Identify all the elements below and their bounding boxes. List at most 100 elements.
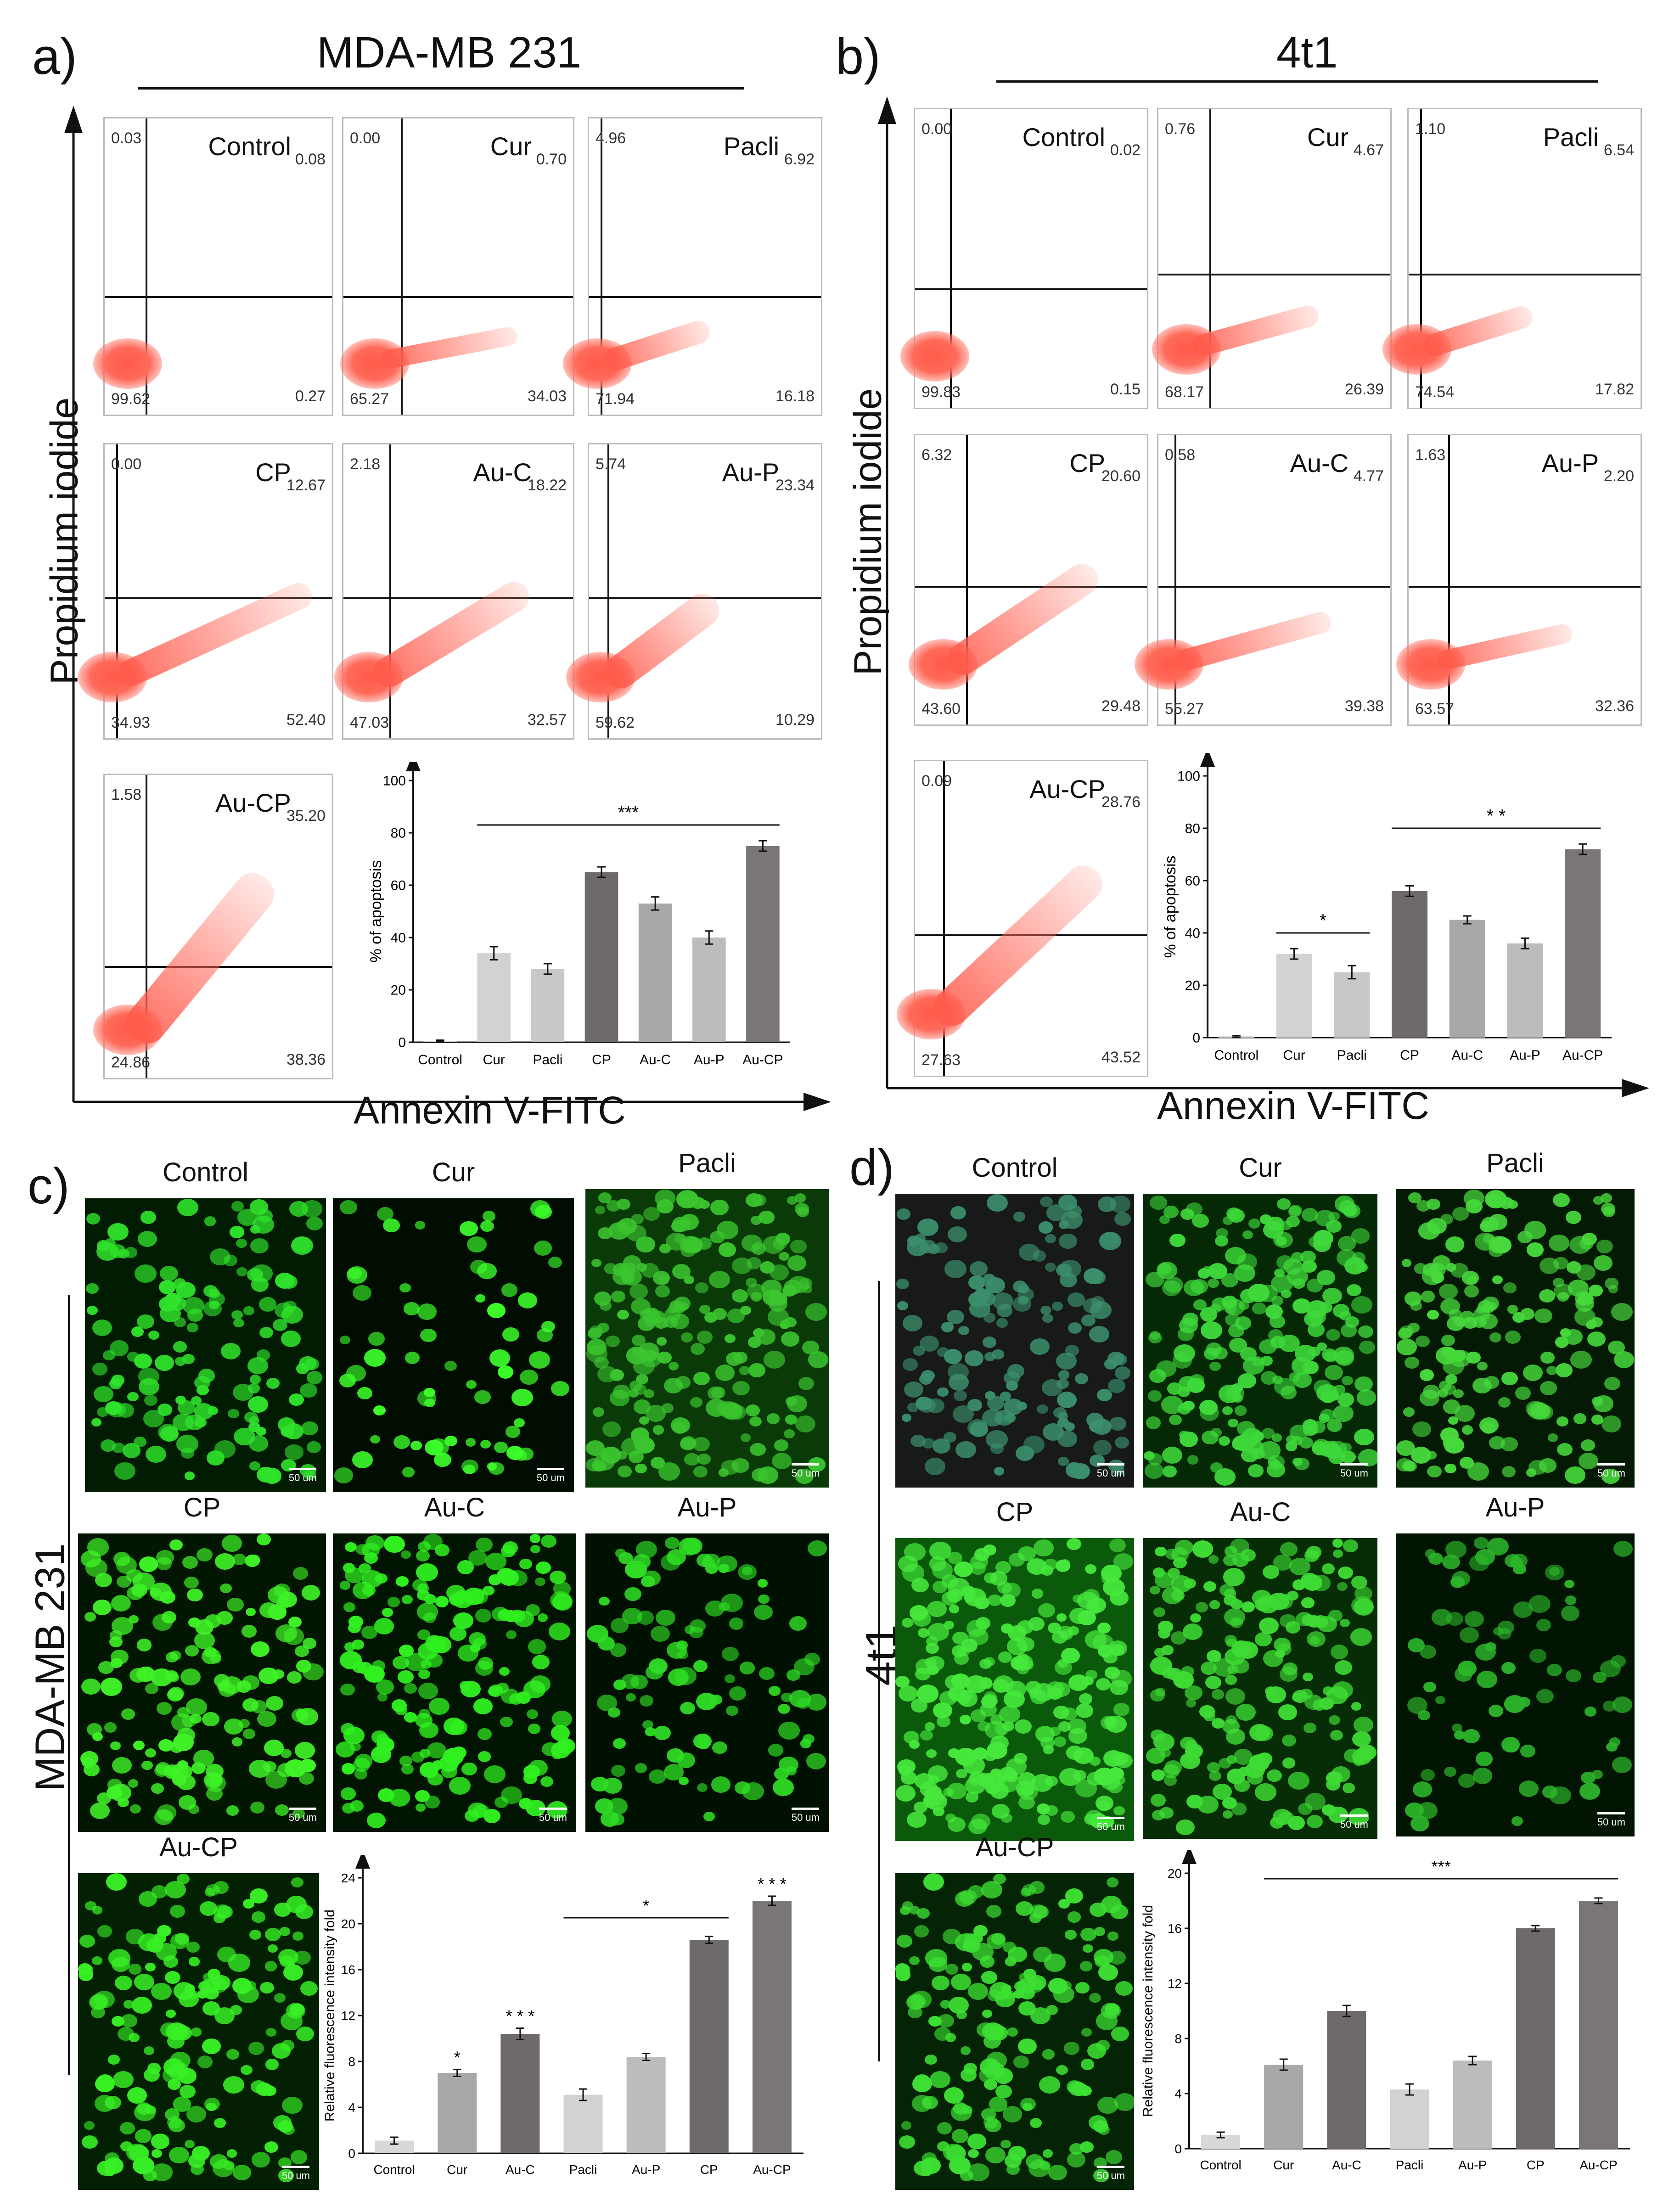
quadrant-hline [589, 296, 821, 298]
cell-nucleus [1224, 1303, 1237, 1314]
cell-nucleus [697, 1453, 711, 1465]
sample-name: Pacli [723, 132, 780, 161]
cell-nucleus [636, 1263, 647, 1272]
quadrant-ur-value: 12.67 [286, 477, 326, 494]
quadrant-ll-value: 74.54 [1415, 383, 1455, 401]
cell-nucleus [1552, 1193, 1570, 1207]
cell-nucleus [1264, 1686, 1276, 1696]
cell-nucleus [1513, 1601, 1533, 1618]
cell-nucleus [1593, 1671, 1607, 1683]
cell-nucleus [1002, 1583, 1021, 1598]
cell-nucleus [1199, 1705, 1215, 1718]
y-tick-label: 0 [348, 2146, 355, 2161]
cell-nucleus [156, 1557, 172, 1570]
cell-nucleus [256, 1533, 271, 1546]
cell-nucleus [206, 2102, 217, 2112]
cell-nucleus [1277, 1198, 1291, 1210]
quadrant-vline [1420, 109, 1422, 408]
cell-nucleus [1041, 1379, 1062, 1397]
quadrant-ur-value: 35.20 [286, 807, 326, 825]
cell-nucleus [958, 1325, 969, 1335]
cell-nucleus [298, 1772, 315, 1785]
cell-nucleus [693, 1660, 708, 1672]
cell-nucleus [950, 1206, 966, 1219]
cell-nucleus [722, 1646, 739, 1661]
cell-nucleus [1447, 1316, 1465, 1331]
cell-nucleus [944, 1260, 966, 1279]
cell-nucleus [1408, 1192, 1422, 1203]
cell-nucleus [384, 1535, 405, 1553]
cell-nucleus [996, 1304, 1013, 1317]
cell-nucleus [1311, 1575, 1331, 1591]
x-tick-label: Au-C [506, 2162, 535, 2177]
cell-nucleus [974, 1596, 990, 1610]
cell-nucleus [1004, 2153, 1022, 2168]
cell-nucleus [1354, 1586, 1372, 1601]
cell-nucleus [487, 1303, 506, 1319]
cell-nucleus [1226, 1755, 1237, 1764]
cell-nucleus [146, 1445, 167, 1463]
quadrant-lr-value: 34.03 [527, 387, 567, 405]
cell-nucleus [989, 1571, 1007, 1586]
cell-nucleus [904, 1543, 926, 1561]
quadrant-lr-value: 38.36 [286, 1051, 326, 1068]
bar [438, 2073, 477, 2153]
cell-nucleus [1536, 1689, 1554, 1703]
cell-nucleus [945, 1963, 959, 1975]
cell-nucleus [896, 1278, 909, 1289]
cell-nucleus [920, 1781, 938, 1797]
cell-nucleus [625, 1693, 636, 1702]
cell-nucleus [1014, 1719, 1032, 1734]
cell-nucleus [1453, 1389, 1464, 1398]
cell-nucleus [904, 1381, 924, 1398]
cell-nucleus [1197, 1268, 1210, 1279]
cell-nucleus [1056, 1613, 1067, 1622]
cell-nucleus [266, 1696, 284, 1711]
cell-nucleus [1589, 1284, 1603, 1297]
cell-nucleus [416, 1550, 430, 1561]
cell-nucleus [157, 1702, 172, 1715]
cell-nucleus [1259, 1617, 1279, 1634]
panel-d-micrograph-2: 50 um [1396, 1189, 1635, 1488]
cell-nucleus [132, 2156, 154, 2174]
cell-nucleus [1037, 1814, 1051, 1825]
cell-nucleus [1242, 1436, 1257, 1449]
cell-nucleus [944, 2087, 964, 2104]
bar [1327, 2011, 1366, 2149]
cell-nucleus [1397, 1338, 1417, 1356]
y-tick-label: 20 [1185, 978, 1200, 994]
cell-nucleus [1526, 1242, 1544, 1257]
cell-nucleus [729, 1617, 744, 1630]
cell-nucleus [978, 1721, 990, 1731]
cell-nucleus [913, 1345, 926, 1356]
cell-nucleus [167, 2116, 182, 2128]
cell-nucleus [127, 1392, 139, 1402]
cell-nucleus [187, 1308, 203, 1322]
cell-nucleus [981, 1971, 997, 1984]
cell-nucleus [1225, 1688, 1245, 1705]
cell-nucleus [746, 1257, 761, 1269]
cell-nucleus [506, 1630, 517, 1639]
cell-nucleus [265, 2059, 279, 2071]
x-tick-label: Control [373, 2162, 415, 2177]
cell-nucleus [724, 1674, 735, 1684]
cell-nucleus [1199, 1400, 1218, 1415]
cell-nucleus [1060, 1629, 1073, 1640]
cell-nucleus [376, 1679, 394, 1695]
cell-nucleus [295, 1904, 313, 1920]
cell-nucleus [1324, 1365, 1343, 1380]
panel-c-micrograph-caption-4: Au-C [424, 1493, 485, 1522]
cell-nucleus [530, 1200, 551, 1217]
cell-nucleus [120, 2141, 133, 2152]
cell-nucleus [994, 1466, 1005, 1476]
cell-nucleus [1441, 1334, 1455, 1347]
cell-nucleus [362, 1542, 380, 1557]
cell-nucleus [548, 1256, 562, 1268]
cell-nucleus [1338, 1566, 1354, 1579]
cell-nucleus [1067, 1462, 1079, 1472]
cell-nucleus [766, 1413, 780, 1424]
cell-nucleus [273, 1319, 287, 1331]
cell-nucleus [249, 1375, 261, 1384]
cell-nucleus [1170, 1631, 1187, 1645]
cell-nucleus [954, 1390, 967, 1401]
